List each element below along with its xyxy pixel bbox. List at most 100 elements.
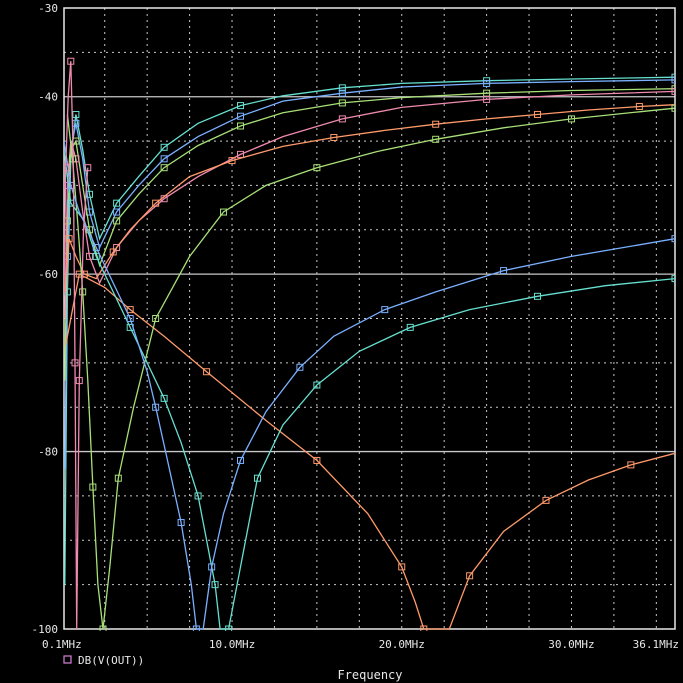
data-point [68, 155, 76, 163]
data-point [671, 87, 675, 95]
data-point [296, 363, 304, 371]
data-point [534, 110, 542, 118]
data-point [160, 155, 168, 163]
data-point [126, 306, 134, 314]
data-point [71, 359, 79, 367]
x-tick-label: 20.0MHz [379, 638, 425, 651]
data-point [542, 496, 550, 504]
series-9 [64, 141, 675, 631]
plot-frame [63, 7, 676, 630]
series-8 [64, 149, 675, 631]
series-6 [65, 270, 675, 631]
y-tick-label: -40 [38, 91, 58, 104]
data-point [67, 57, 75, 65]
y-tick-label: -60 [38, 268, 58, 281]
data-point [194, 492, 202, 500]
data-point [338, 115, 346, 123]
data-point [160, 143, 168, 151]
x-tick-label: 10.0MHz [209, 638, 255, 651]
data-point [109, 248, 117, 256]
series-5 [64, 102, 675, 292]
data-point [211, 581, 219, 589]
series-7 [66, 104, 675, 631]
data-point [177, 519, 185, 527]
series-3 [64, 85, 675, 381]
data-point [338, 84, 346, 92]
data-point [253, 474, 261, 482]
data-point [64, 164, 70, 172]
data-point [237, 150, 245, 158]
data-point [406, 323, 414, 331]
data-point [627, 461, 635, 469]
series-line [64, 141, 675, 630]
data-point [313, 164, 321, 172]
data-point [466, 572, 474, 580]
data-point [338, 99, 346, 107]
series-line [66, 107, 675, 630]
data-point [89, 483, 97, 491]
data-point [99, 625, 107, 631]
data-point [225, 625, 233, 631]
series-line [64, 104, 675, 292]
data-point [237, 122, 245, 130]
data-point [152, 315, 160, 322]
series-line [64, 76, 675, 585]
data-point [671, 76, 675, 84]
series-line [65, 273, 675, 630]
data-point [671, 235, 675, 243]
data-point [483, 95, 491, 103]
series-line [64, 79, 675, 470]
data-point [567, 115, 575, 123]
data-point [483, 79, 491, 87]
data-point [534, 292, 542, 300]
data-point [237, 456, 245, 464]
data-point [113, 217, 121, 225]
series-line [64, 88, 675, 381]
y-tick-label: -80 [38, 446, 58, 459]
x-tick-label: 0.1MHz [42, 638, 82, 651]
data-point [65, 235, 73, 243]
y-tick-label: -30 [38, 2, 58, 15]
data-point [152, 403, 160, 411]
data-point [671, 104, 675, 112]
x-tick-label: 30.0MHz [548, 638, 594, 651]
legend-marker-icon [63, 655, 72, 664]
x-tick-label: 36.1MHz [633, 638, 679, 651]
y-tick-label: -100 [32, 623, 59, 636]
data-point [635, 102, 643, 110]
data-point [92, 252, 100, 260]
data-point [113, 208, 121, 216]
data-point [72, 110, 80, 118]
data-point [160, 394, 168, 402]
series-line [64, 61, 89, 630]
data-point [75, 377, 83, 385]
data-point [220, 208, 228, 216]
data-point [160, 164, 168, 172]
axes [63, 7, 676, 630]
x-axis-label: Frequency [337, 668, 402, 682]
data-point [398, 563, 406, 571]
series-line [64, 90, 675, 319]
legend-label: DB(V(OUT)) [78, 654, 144, 667]
data-point [114, 474, 122, 482]
data-point [85, 252, 93, 260]
series-10 [64, 57, 92, 630]
data-point [152, 199, 160, 207]
data-point [192, 625, 200, 631]
data-point [500, 267, 508, 275]
data-point [432, 135, 440, 143]
data-point [126, 315, 134, 322]
data-point [432, 120, 440, 128]
data-point [92, 244, 100, 252]
tick-labels: -30 -40 -60 -80 -100 0.1MHz 10.0MHz 20.0MHz 30.0… [32, 2, 680, 651]
legend: DB(V(OUT)) [63, 654, 144, 667]
data-point [330, 134, 338, 142]
data-point [228, 157, 236, 165]
series-group [64, 57, 675, 631]
data-point [313, 381, 321, 389]
data-point [79, 288, 87, 296]
data-point [237, 112, 245, 120]
grid [64, 8, 675, 629]
data-point [84, 164, 92, 172]
